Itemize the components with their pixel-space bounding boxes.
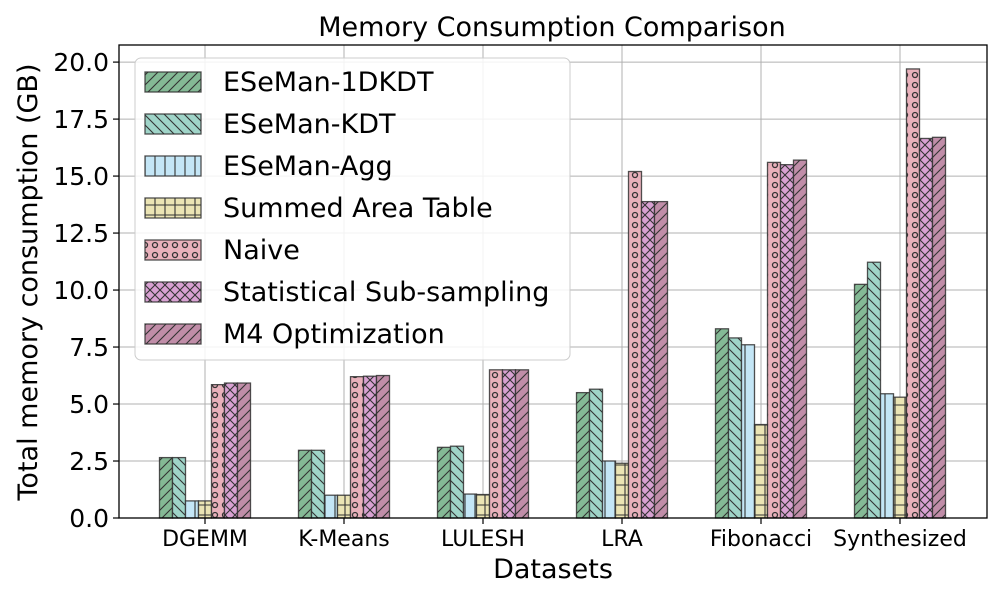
bar-naive-lulesh — [488, 369, 504, 519]
legend-swatch — [144, 323, 202, 345]
bar-eseman-agg-dgemm — [184, 500, 200, 519]
bar-statistical-sub-sampling-lra — [640, 200, 656, 519]
bar-eseman-agg-k-means — [323, 494, 339, 519]
bar-naive-fibonacci — [766, 161, 782, 519]
plot-frame — [118, 44, 988, 519]
bar-summed-area-table-lra — [614, 462, 630, 519]
bar-statistical-sub-sampling-fibonacci — [779, 164, 795, 519]
y-tick-label: 7.5 — [69, 333, 109, 362]
legend-swatch — [144, 71, 202, 93]
bar-summed-area-table-k-means — [336, 494, 352, 519]
bar-summed-area-table-synthesized — [892, 396, 908, 519]
bar-eseman-1dkdt-lulesh — [436, 446, 452, 519]
x-tick-label: K-Means — [298, 527, 389, 552]
bar-naive-k-means — [349, 376, 365, 519]
bar-eseman-1dkdt-dgemm — [158, 456, 174, 519]
bar-eseman-1dkdt-k-means — [297, 449, 313, 519]
y-axis: 0.0 2.5 5.0 7.5 10.0 12.5 15.0 17.5 20.0 — [53, 48, 119, 533]
y-tick-label: 5.0 — [69, 390, 109, 419]
legend-swatch — [144, 113, 202, 135]
legend-label: ESeMan-Agg — [223, 151, 393, 182]
bar-eseman-kdt-k-means — [310, 449, 326, 519]
y-tick-label: 20.0 — [53, 48, 109, 77]
bar-eseman-agg-synthesized — [879, 393, 895, 519]
legend-label: ESeMan-KDT — [223, 109, 396, 140]
bar-m4-optimization-k-means — [375, 374, 391, 519]
y-tick-label: 0.0 — [69, 504, 109, 533]
x-axis-label: Datasets — [493, 554, 613, 585]
legend-swatch — [144, 197, 202, 219]
bar-statistical-sub-sampling-synthesized — [918, 137, 934, 519]
x-axis: DGEMM K-Means LULESH LRA Fibonacci Synthesize… — [162, 518, 967, 552]
x-tick-label: Fibonacci — [710, 527, 812, 552]
y-tick-label: 10.0 — [53, 276, 109, 305]
legend-label: Statistical Sub-sampling — [223, 277, 549, 308]
bar-summed-area-table-lulesh — [475, 493, 491, 519]
bar-statistical-sub-sampling-lulesh — [501, 369, 517, 519]
bar-eseman-kdt-lulesh — [449, 445, 465, 519]
legend-label: ESeMan-1DKDT — [223, 67, 434, 98]
x-tick-label: DGEMM — [162, 527, 248, 552]
bar-eseman-kdt-lra — [588, 388, 604, 519]
bar-naive-dgemm — [210, 383, 226, 519]
bar-eseman-kdt-dgemm — [171, 456, 187, 519]
legend-label: M4 Optimization — [223, 319, 445, 350]
y-tick-label: 15.0 — [53, 162, 109, 191]
bar-eseman-agg-fibonacci — [740, 344, 756, 519]
bar-statistical-sub-sampling-k-means — [362, 375, 378, 519]
bar-naive-synthesized — [905, 68, 921, 519]
x-tick-label: LULESH — [441, 527, 525, 552]
bar-eseman-1dkdt-synthesized — [853, 283, 869, 519]
y-axis-label: Total memory consumption (GB) — [13, 64, 44, 502]
chart-title: Memory Consumption Comparison — [318, 12, 785, 43]
bar-m4-optimization-lra — [653, 200, 669, 519]
bar-eseman-kdt-synthesized — [866, 261, 882, 519]
bar-statistical-sub-sampling-dgemm — [223, 382, 239, 519]
bar-naive-lra — [627, 170, 643, 519]
y-tick-label: 12.5 — [53, 219, 109, 248]
legend-label: Naive — [223, 235, 300, 266]
bar-eseman-agg-lulesh — [462, 493, 478, 519]
bar-eseman-1dkdt-fibonacci — [714, 328, 730, 519]
bar-m4-optimization-fibonacci — [792, 159, 808, 519]
bar-eseman-1dkdt-lra — [575, 391, 591, 519]
legend-swatch — [144, 281, 202, 303]
legend-swatch — [144, 239, 202, 261]
bar-eseman-kdt-fibonacci — [727, 337, 743, 519]
bar-m4-optimization-lulesh — [514, 369, 530, 519]
bar-summed-area-table-fibonacci — [753, 423, 769, 519]
x-tick-label: Synthesized — [833, 527, 967, 552]
legend: ESeMan-1DKDT ESeMan-KDT ESeMan-Agg Summed A… — [134, 57, 571, 361]
y-tick-label: 17.5 — [53, 105, 109, 134]
legend-swatch — [144, 155, 202, 177]
bar-eseman-agg-lra — [601, 460, 617, 519]
bar-m4-optimization-dgemm — [236, 382, 252, 519]
bar-summed-area-table-dgemm — [197, 500, 213, 519]
x-tick-label: LRA — [601, 527, 643, 552]
bar-m4-optimization-synthesized — [931, 136, 947, 519]
legend-box — [134, 57, 571, 361]
legend-label: Summed Area Table — [223, 193, 493, 224]
y-tick-label: 2.5 — [69, 447, 109, 476]
